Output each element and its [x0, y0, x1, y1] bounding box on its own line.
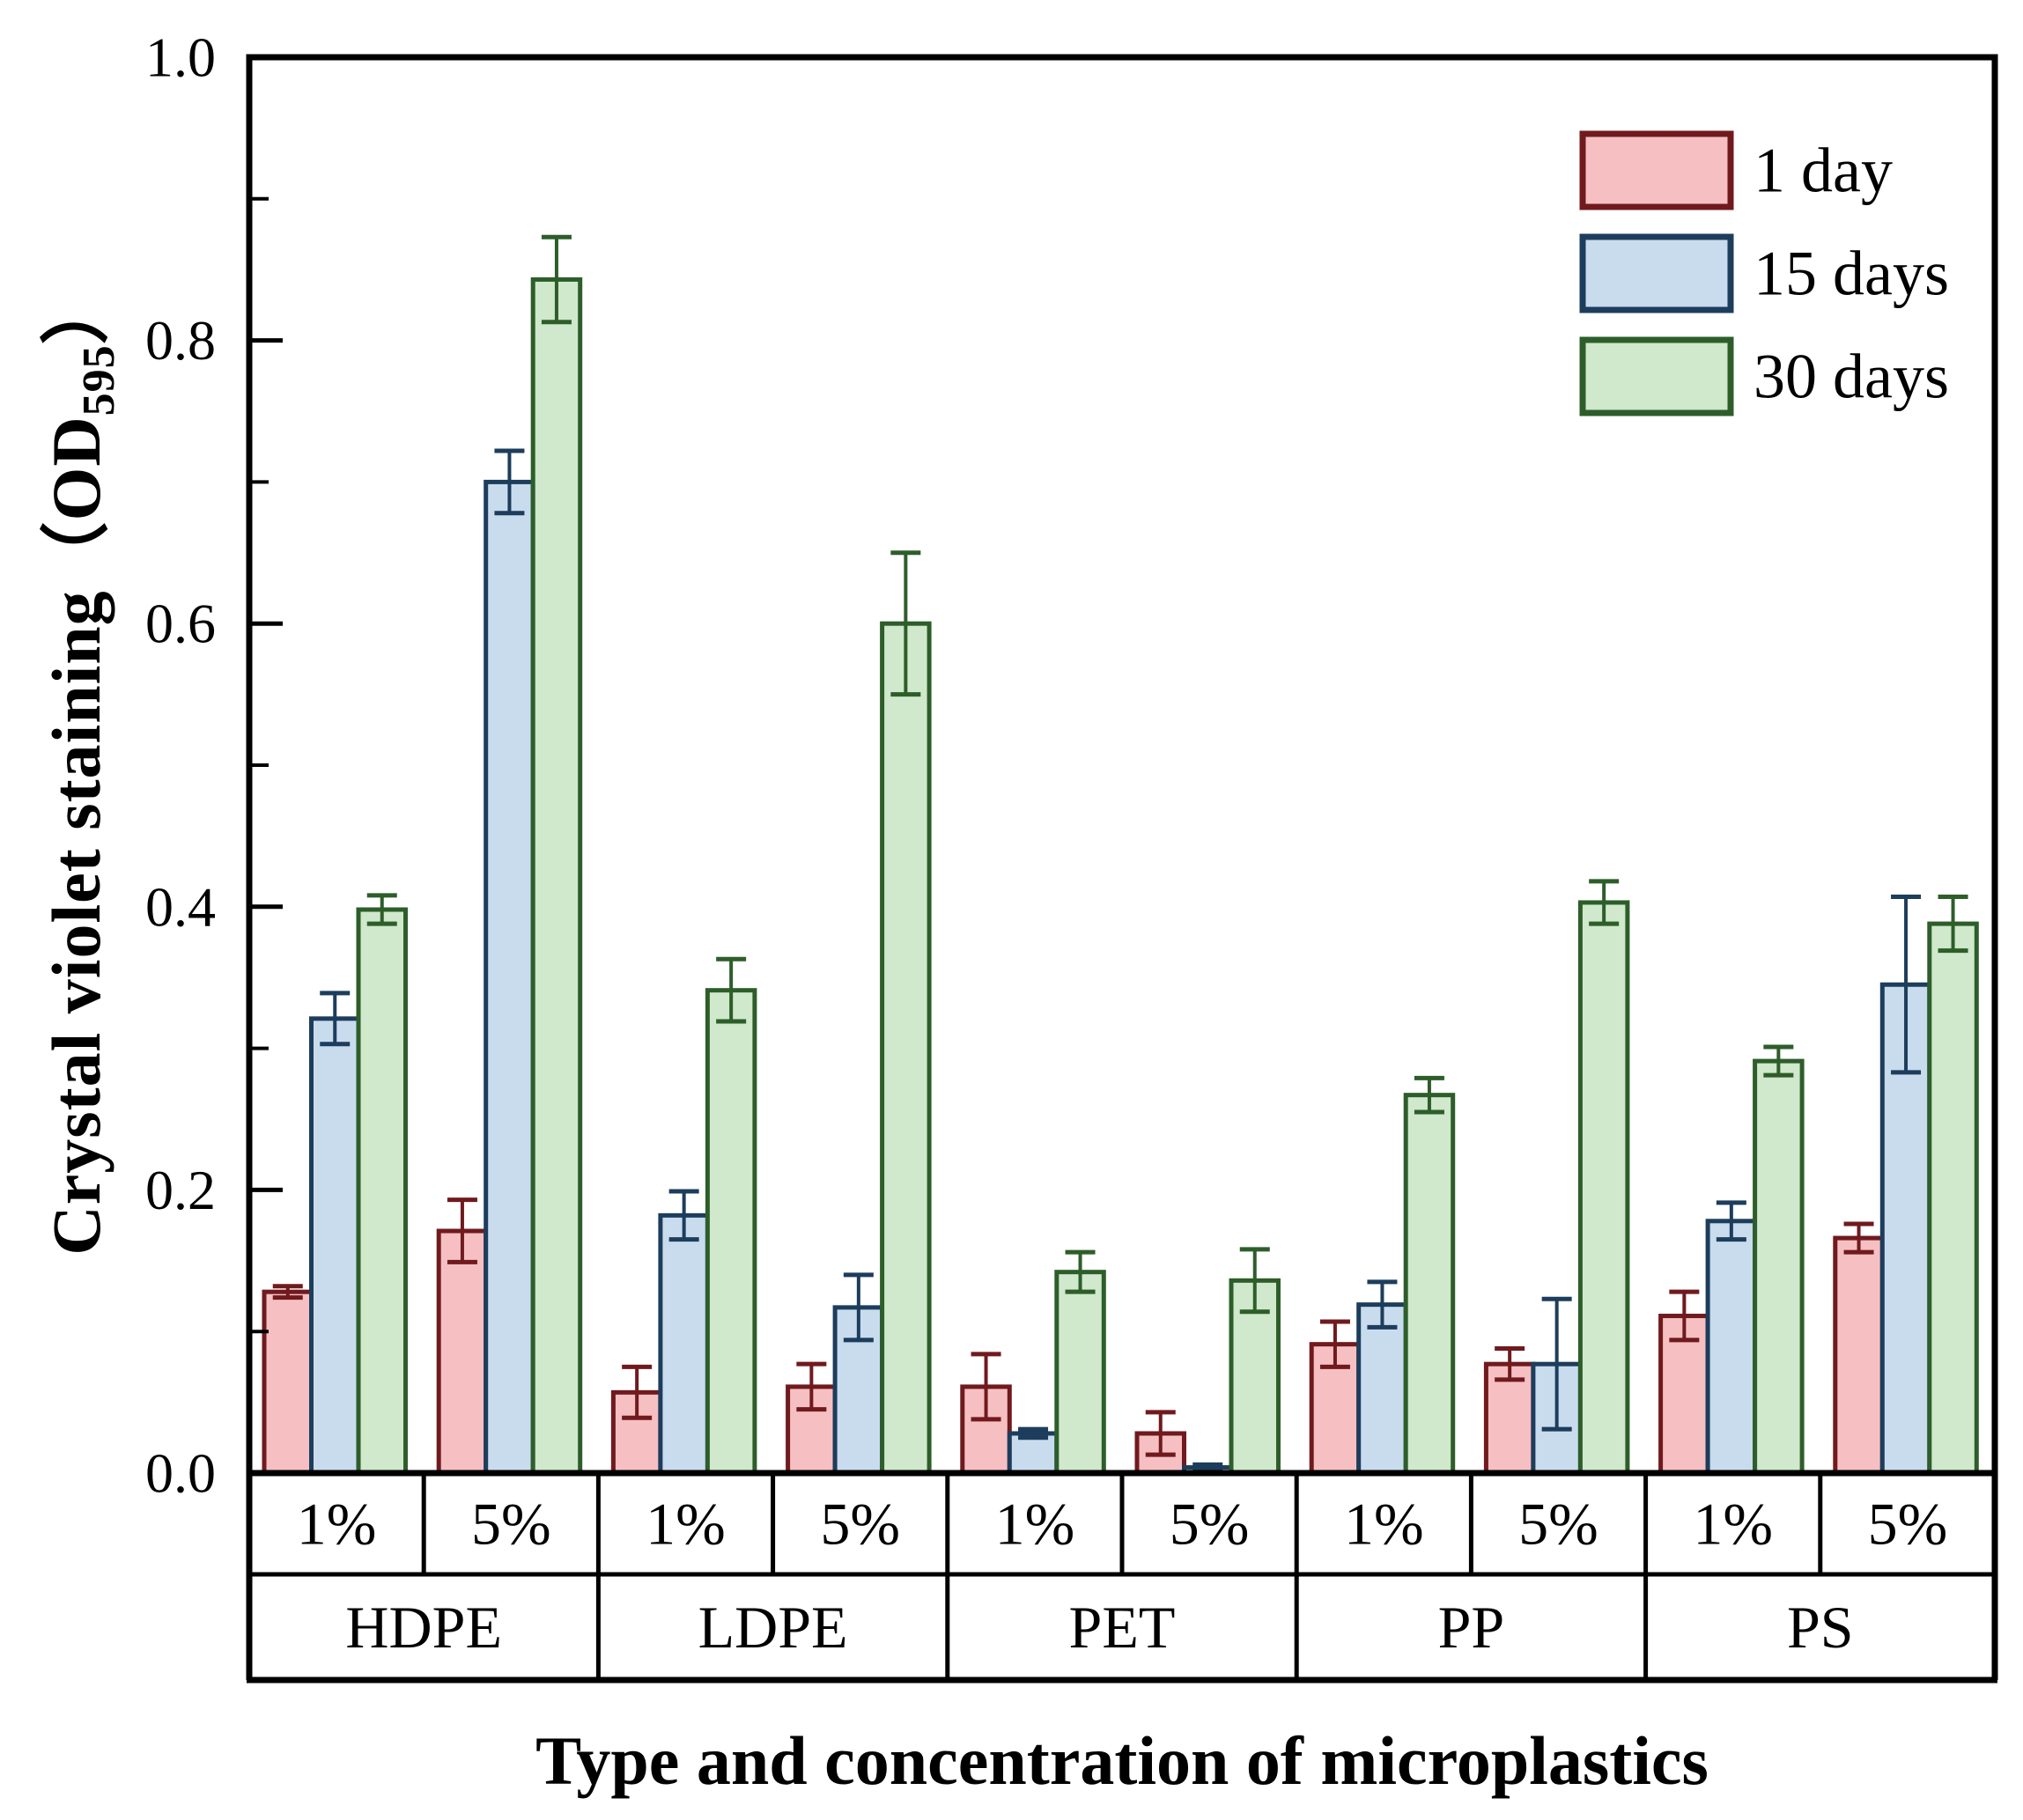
y-axis-title-subscript: 595	[74, 344, 124, 416]
plastic-type-label: LDPE	[698, 1594, 848, 1661]
bar-30days-PS5%	[1927, 921, 1979, 1476]
concentration-label: 5%	[1868, 1491, 1948, 1558]
y-axis-title-text: Crystal violet staining（OD	[38, 416, 114, 1256]
bar-1day-PS5%	[1833, 1235, 1885, 1476]
bar-30days-HDPE5%	[530, 276, 583, 1476]
concentration-label: 5%	[1518, 1491, 1598, 1558]
legend-label: 15 days	[1754, 239, 1949, 309]
bar-30days-LDPE1%	[705, 988, 757, 1476]
y-tick-label: 0.0	[145, 1442, 216, 1505]
bar-30days-PS1%	[1753, 1058, 1805, 1476]
concentration-label: 5%	[820, 1491, 900, 1558]
bar-30days-HDPE1%	[356, 907, 408, 1476]
bar-15days-HDPE1%	[309, 1016, 361, 1476]
legend-swatch-1day	[1579, 130, 1734, 210]
bar-1day-HDPE5%	[436, 1228, 489, 1476]
y-tick-label: 0.4	[145, 875, 216, 938]
concentration-label: 5%	[1170, 1491, 1250, 1558]
legend-label: 1 day	[1754, 136, 1893, 206]
bar-15days-PS1%	[1705, 1219, 1758, 1476]
bar-15days-PP1%	[1356, 1302, 1408, 1476]
bar-30days-PP1%	[1403, 1093, 1456, 1476]
plastic-type-label: PP	[1438, 1594, 1505, 1661]
y-axis-title: Crystal violet staining（OD595）	[21, 275, 124, 1256]
concentration-label: 1%	[1344, 1491, 1424, 1558]
y-axis-title-suffix: ）	[38, 275, 114, 345]
bar-1day-PET1%	[960, 1384, 1012, 1476]
legend-label: 30 days	[1754, 342, 1949, 412]
bar-15days-LDPE1%	[658, 1212, 710, 1476]
legend-swatch-30days	[1579, 336, 1734, 416]
y-tick-label: 0.6	[145, 593, 216, 655]
y-tick-label: 0.2	[145, 1159, 216, 1221]
x-axis-title: Type and concentration of microplastics	[535, 1722, 1709, 1799]
concentration-label: 1%	[646, 1491, 726, 1558]
concentration-label: 1%	[297, 1491, 377, 1558]
plastic-type-label: PS	[1787, 1594, 1854, 1661]
bar-30days-PP5%	[1577, 900, 1630, 1476]
bar-1day-HDPE1%	[262, 1289, 314, 1476]
plastic-type-label: HDPE	[345, 1594, 502, 1661]
y-tick-label: 1.0	[145, 26, 216, 89]
concentration-label: 5%	[471, 1491, 551, 1558]
legend-swatch-15days	[1579, 233, 1734, 313]
bar-30days-PET1%	[1054, 1270, 1106, 1476]
bar-15days-HDPE5%	[484, 479, 535, 1476]
concentration-label: 1%	[995, 1491, 1075, 1558]
y-tick-label: 0.8	[145, 309, 216, 372]
concentration-label: 1%	[1693, 1491, 1773, 1558]
bar-30days-LDPE5%	[880, 621, 932, 1476]
plastic-type-label: PET	[1069, 1594, 1176, 1661]
